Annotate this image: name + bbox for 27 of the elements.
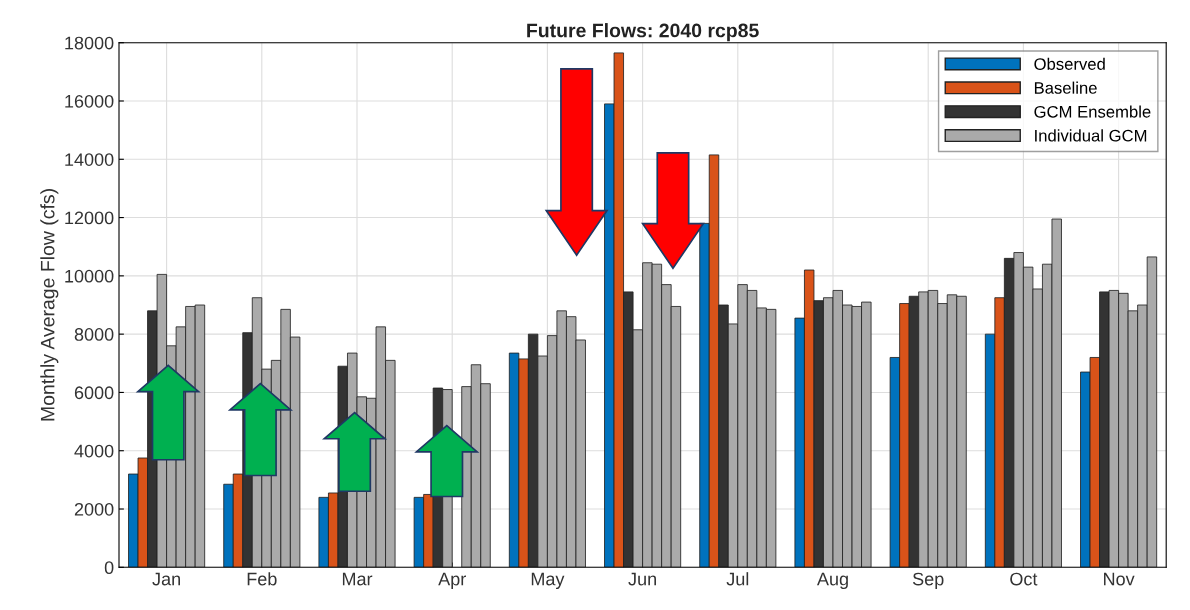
y-tick-label: 10000: [65, 269, 114, 283]
legend-label: Individual GCM: [1035, 129, 1147, 142]
x-tick-label: May: [531, 572, 565, 589]
y-tick-label: 6000: [74, 386, 114, 400]
x-tick-label: Nov: [1104, 572, 1135, 586]
y-tick-label: 2000: [74, 502, 114, 516]
y-axis-title: Monthly Average Flow (cfs): [40, 189, 59, 421]
x-tick-label: Apr: [438, 572, 466, 589]
legend-label: GCM Ensemble: [1034, 105, 1151, 118]
y-tick-label: 14000: [65, 153, 114, 166]
legend-label: Baseline: [1034, 81, 1097, 94]
y-tick-label: 12000: [65, 211, 114, 225]
y-tick-label: 18000: [65, 36, 114, 50]
x-tick-label: Mar: [342, 572, 373, 586]
x-tick-label: Jan: [152, 572, 180, 586]
y-tick-label: 0: [104, 561, 114, 575]
x-tick-label: Aug: [816, 572, 848, 589]
legend-label: Observed: [1034, 57, 1105, 70]
chart-title: Future Flows: 2040 rcp85: [527, 23, 759, 42]
x-tick-label: Sep: [912, 572, 944, 589]
x-tick-label: Feb: [247, 572, 277, 586]
y-tick-label: 8000: [74, 328, 114, 341]
y-tick-label: 4000: [74, 444, 114, 458]
y-tick-label: 16000: [65, 94, 114, 108]
x-tick-label: Jun: [628, 572, 656, 586]
x-tick-label: Jul: [726, 572, 749, 586]
x-tick-label: Oct: [1010, 572, 1038, 586]
